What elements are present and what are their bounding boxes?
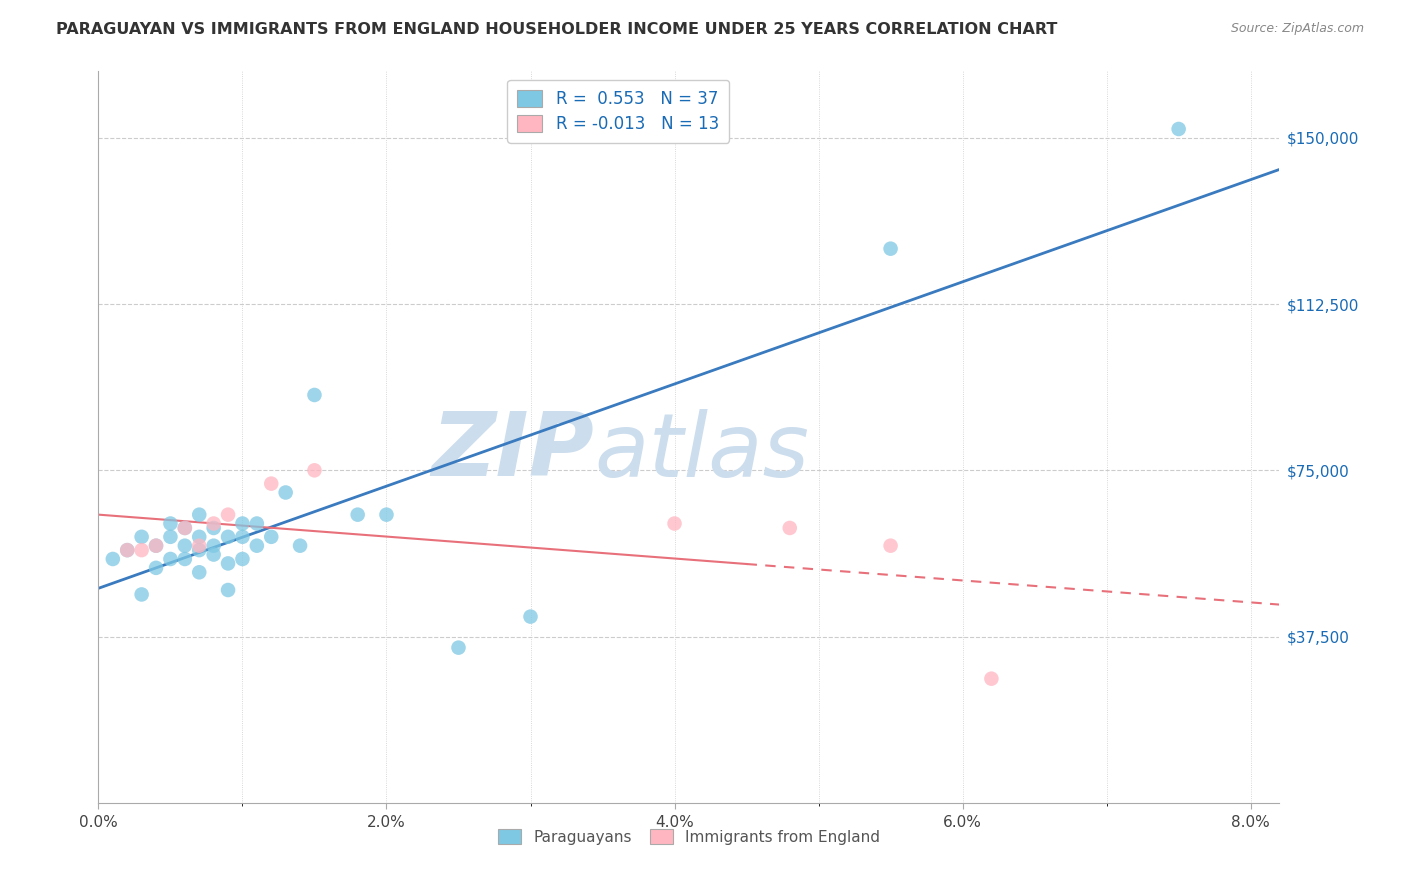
Legend: Paraguayans, Immigrants from England: Paraguayans, Immigrants from England: [489, 820, 889, 854]
Point: [231, 516, 253, 531]
Text: atlas: atlas: [595, 409, 810, 495]
Point: [879, 539, 901, 553]
Point: [145, 539, 167, 553]
Text: Source: ZipAtlas.com: Source: ZipAtlas.com: [1230, 22, 1364, 36]
Point: [145, 561, 167, 575]
Point: [202, 516, 225, 531]
Point: [188, 566, 211, 580]
Point: [231, 530, 253, 544]
Point: [980, 672, 1002, 686]
Point: [173, 539, 195, 553]
Point: [173, 521, 195, 535]
Point: [664, 516, 686, 531]
Point: [188, 543, 211, 558]
Point: [173, 521, 195, 535]
Point: [779, 521, 801, 535]
Point: [202, 539, 225, 553]
Point: [304, 463, 326, 477]
Point: [1167, 122, 1189, 136]
Point: [159, 552, 181, 566]
Point: [217, 530, 239, 544]
Point: [131, 543, 153, 558]
Point: [217, 557, 239, 571]
Point: [217, 582, 239, 597]
Point: [246, 539, 269, 553]
Point: [131, 530, 153, 544]
Point: [246, 516, 269, 531]
Point: [202, 521, 225, 535]
Point: [145, 539, 167, 553]
Text: PARAGUAYAN VS IMMIGRANTS FROM ENGLAND HOUSEHOLDER INCOME UNDER 25 YEARS CORRELAT: PARAGUAYAN VS IMMIGRANTS FROM ENGLAND HO…: [56, 22, 1057, 37]
Point: [202, 548, 225, 562]
Point: [159, 516, 181, 531]
Point: [188, 508, 211, 522]
Point: [131, 587, 153, 601]
Point: [159, 530, 181, 544]
Point: [260, 530, 283, 544]
Point: [879, 242, 901, 256]
Point: [304, 388, 326, 402]
Point: [101, 552, 124, 566]
Point: [447, 640, 470, 655]
Point: [115, 543, 138, 558]
Point: [346, 508, 368, 522]
Point: [115, 543, 138, 558]
Point: [288, 539, 311, 553]
Point: [231, 552, 253, 566]
Point: [188, 530, 211, 544]
Point: [519, 609, 541, 624]
Point: [274, 485, 297, 500]
Point: [173, 552, 195, 566]
Text: ZIP: ZIP: [432, 409, 595, 495]
Point: [260, 476, 283, 491]
Point: [375, 508, 398, 522]
Point: [217, 508, 239, 522]
Point: [188, 539, 211, 553]
